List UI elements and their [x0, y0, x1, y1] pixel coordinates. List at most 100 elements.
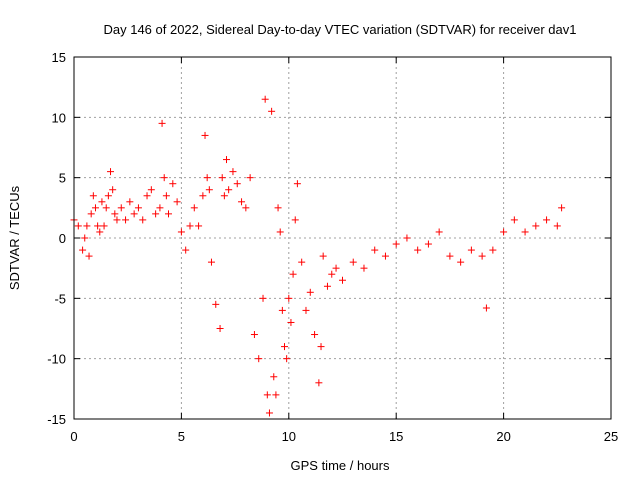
data-point: [467, 246, 475, 254]
data-point: [156, 204, 164, 212]
plot-frame: [73, 56, 612, 420]
x-axis-label: GPS time / hours: [291, 458, 390, 473]
data-point: [317, 343, 325, 351]
data-point: [117, 204, 125, 212]
data-point: [274, 204, 282, 212]
x-tick-label: 15: [389, 429, 403, 444]
data-point: [199, 192, 207, 200]
data-point: [489, 246, 497, 254]
chart-title: Day 146 of 2022, Sidereal Day-to-day VTE…: [103, 22, 576, 37]
data-point: [265, 409, 273, 417]
data-point: [543, 216, 551, 224]
data-point: [392, 240, 400, 248]
data-point: [104, 192, 112, 200]
data-point: [91, 204, 99, 212]
grid: [74, 57, 611, 419]
data-point: [270, 373, 278, 381]
data-point: [143, 192, 151, 200]
data-point: [96, 228, 104, 236]
data-point: [291, 216, 299, 224]
data-point: [414, 246, 422, 254]
data-point: [182, 246, 190, 254]
data-point: [162, 192, 170, 200]
data-point: [371, 246, 379, 254]
data-point: [482, 304, 490, 312]
data-point: [293, 180, 301, 188]
data-point: [323, 282, 331, 290]
y-tick-label: -10: [47, 352, 66, 367]
data-point: [81, 234, 89, 242]
y-tick-label: 15: [52, 50, 66, 65]
data-point: [289, 270, 297, 278]
data-point: [205, 186, 213, 194]
data-point: [177, 228, 185, 236]
data-point: [500, 228, 508, 236]
data-point: [272, 391, 280, 399]
data-point: [130, 210, 138, 218]
data-point: [261, 95, 269, 103]
data-point: [173, 198, 181, 206]
data-point: [558, 204, 566, 212]
data-point: [102, 204, 110, 212]
data-point: [98, 198, 106, 206]
data-point: [360, 264, 368, 272]
data-point: [134, 204, 142, 212]
data-point: [287, 318, 295, 326]
x-tick-label: 0: [70, 429, 77, 444]
data-point: [85, 252, 93, 260]
data-point: [339, 276, 346, 284]
axes: [73, 56, 612, 420]
data-point: [147, 186, 155, 194]
data-point: [349, 258, 357, 266]
data-point: [207, 258, 215, 266]
data-point: [94, 222, 102, 230]
data-point: [195, 222, 203, 230]
data-point: [510, 216, 518, 224]
data-point: [111, 210, 119, 218]
data-point: [255, 355, 263, 363]
data-point: [521, 228, 529, 236]
data-point: [553, 222, 561, 230]
data-point: [169, 180, 177, 188]
data-point: [74, 222, 82, 230]
x-tick-label: 20: [496, 429, 510, 444]
data-point: [109, 186, 117, 194]
data-point: [89, 192, 97, 200]
y-tick-label: -15: [47, 412, 66, 427]
data-point: [83, 222, 91, 230]
data-point: [201, 131, 209, 139]
data-point: [435, 228, 443, 236]
data-point: [79, 246, 87, 254]
data-point: [152, 210, 160, 218]
data-point: [238, 198, 246, 206]
data-point: [311, 331, 319, 339]
data-point: [186, 222, 194, 230]
data-point: [223, 156, 231, 164]
data-point: [87, 210, 95, 218]
data-point: [233, 180, 241, 188]
data-point: [216, 325, 224, 332]
y-tick-label: 5: [59, 171, 66, 186]
data-point: [242, 204, 250, 212]
data-point: [306, 288, 314, 296]
data-point: [278, 306, 286, 314]
data-point: [298, 258, 306, 266]
data-point: [381, 252, 389, 260]
data-point: [246, 174, 254, 182]
x-tick-label: 5: [178, 429, 185, 444]
data-point: [158, 119, 166, 127]
data-point: [332, 264, 340, 272]
data-point: [250, 331, 258, 339]
y-tick-label: -5: [54, 291, 66, 306]
tick-labels: 0 5 10 15 20 25 -15 -10 -5 0 5 10 15: [47, 50, 618, 444]
data-point: [285, 294, 293, 302]
y-tick-label: 10: [52, 110, 66, 125]
y-tick-label: 0: [59, 231, 66, 246]
x-tick-label: 25: [604, 429, 618, 444]
data-point: [203, 174, 211, 182]
data-point: [268, 107, 276, 115]
data-point: [122, 216, 130, 224]
data-point: [403, 234, 411, 242]
data-points: [70, 95, 566, 417]
